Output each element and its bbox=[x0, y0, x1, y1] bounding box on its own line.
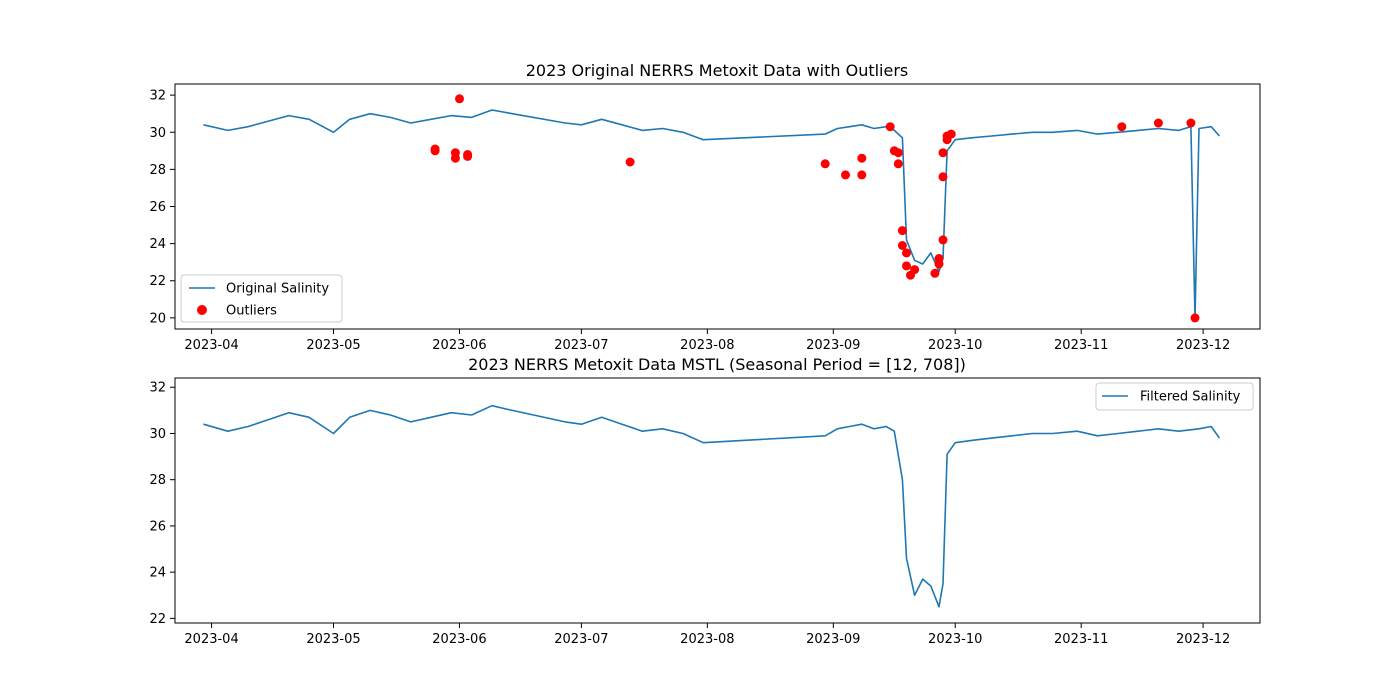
outlier-point bbox=[841, 170, 850, 180]
x-tick-label: 2023-08 bbox=[680, 632, 734, 647]
y-tick-label: 30 bbox=[149, 126, 166, 141]
x-tick-label: 2023-05 bbox=[306, 632, 360, 647]
x-tick-label: 2023-07 bbox=[554, 632, 608, 647]
outlier-point bbox=[463, 151, 473, 161]
bottom-chart-plot-area bbox=[203, 404, 1221, 608]
bottom-chart-y-axis: 22 24 26 28 30 32 bbox=[149, 381, 175, 627]
legend-marker-swatch bbox=[197, 305, 207, 315]
outlier-point bbox=[857, 153, 867, 163]
outlier-point bbox=[1153, 118, 1163, 128]
series-line-filtered-salinity bbox=[203, 404, 1221, 608]
y-tick-label: 26 bbox=[149, 200, 166, 215]
y-tick-label: 22 bbox=[149, 274, 166, 289]
y-tick-label: 28 bbox=[149, 163, 166, 178]
outlier-point bbox=[885, 122, 895, 132]
bottom-chart-title: 2023 NERRS Metoxit Data MSTL (Seasonal P… bbox=[468, 355, 966, 374]
outlier-point bbox=[897, 226, 907, 236]
top-chart-y-axis: 20 22 24 26 28 30 32 bbox=[149, 89, 175, 326]
top-chart-legend: Original Salinity Outliers bbox=[180, 274, 343, 323]
outlier-point bbox=[938, 235, 948, 245]
x-tick-label: 2023-05 bbox=[306, 338, 360, 353]
x-tick-label: 2023-06 bbox=[432, 338, 486, 353]
outlier-point bbox=[455, 94, 464, 104]
bottom-chart-legend-box bbox=[1095, 382, 1254, 411]
y-tick-label: 24 bbox=[149, 566, 166, 581]
y-tick-label: 28 bbox=[149, 473, 166, 488]
x-tick-label: 2023-04 bbox=[184, 632, 238, 647]
outlier-point bbox=[430, 146, 440, 156]
outlier-point bbox=[902, 248, 911, 258]
x-tick-label: 2023-09 bbox=[806, 338, 860, 353]
outlier-point bbox=[934, 254, 944, 263]
bottom-chart-legend: Filtered Salinity bbox=[1095, 382, 1254, 411]
top-chart-legend-box bbox=[180, 274, 343, 323]
x-tick-label: 2023-11 bbox=[1054, 632, 1108, 647]
outlier-point bbox=[1117, 122, 1127, 132]
outlier-point bbox=[902, 261, 911, 271]
series-line-original-salinity bbox=[203, 109, 1221, 319]
outlier-point bbox=[450, 153, 460, 163]
top-chart: 2023 Original NERRS Metoxit Data with Ou… bbox=[149, 61, 1261, 353]
legend-entry-original-salinity: Original Salinity bbox=[226, 282, 329, 297]
outlier-point bbox=[1190, 313, 1200, 323]
outlier-point bbox=[897, 241, 907, 250]
x-tick-label: 2023-08 bbox=[680, 338, 734, 353]
outlier-point bbox=[938, 148, 948, 158]
y-tick-label: 24 bbox=[149, 237, 166, 252]
x-tick-label: 2023-06 bbox=[432, 632, 486, 647]
y-tick-label: 30 bbox=[149, 427, 166, 442]
outlier-point bbox=[938, 172, 948, 182]
x-tick-label: 2023-04 bbox=[184, 338, 238, 353]
y-tick-label: 32 bbox=[149, 381, 166, 396]
x-tick-label: 2023-10 bbox=[928, 632, 982, 647]
bottom-chart: 2023 NERRS Metoxit Data MSTL (Seasonal P… bbox=[149, 355, 1261, 647]
x-tick-label: 2023-10 bbox=[928, 338, 982, 353]
outlier-point bbox=[820, 159, 830, 169]
bottom-chart-x-axis: 2023-04 2023-05 2023-06 2023-07 2023-08 2023-… bbox=[184, 623, 1230, 647]
outlier-point bbox=[1186, 118, 1196, 128]
outlier-point bbox=[893, 148, 903, 158]
x-tick-label: 2023-09 bbox=[806, 632, 860, 647]
top-chart-x-axis: 2023-04 2023-05 2023-06 2023-07 2023-08 2023-… bbox=[184, 329, 1230, 353]
outlier-point bbox=[910, 265, 920, 275]
y-tick-label: 32 bbox=[149, 89, 166, 104]
outlier-point bbox=[893, 159, 903, 169]
legend-entry-filtered-salinity: Filtered Salinity bbox=[1140, 390, 1241, 405]
y-tick-label: 26 bbox=[149, 519, 166, 534]
y-tick-label: 20 bbox=[149, 311, 166, 326]
x-tick-label: 2023-07 bbox=[554, 338, 608, 353]
top-chart-plot-area bbox=[203, 94, 1221, 323]
x-tick-label: 2023-12 bbox=[1176, 338, 1230, 353]
outlier-point bbox=[946, 129, 956, 139]
bottom-chart-frame bbox=[174, 377, 1261, 624]
x-tick-label: 2023-12 bbox=[1176, 632, 1230, 647]
outlier-point bbox=[857, 170, 867, 180]
top-chart-title: 2023 Original NERRS Metoxit Data with Ou… bbox=[526, 61, 909, 80]
y-tick-label: 22 bbox=[149, 612, 166, 627]
legend-entry-outliers: Outliers bbox=[226, 304, 277, 319]
outlier-point bbox=[930, 268, 940, 278]
x-tick-label: 2023-11 bbox=[1054, 338, 1108, 353]
outlier-point bbox=[625, 157, 635, 167]
